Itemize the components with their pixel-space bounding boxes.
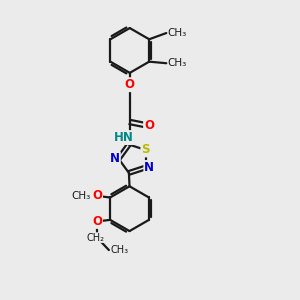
Text: CH₂: CH₂ <box>86 232 104 243</box>
Text: N: N <box>144 161 154 174</box>
Text: CH₃: CH₃ <box>71 191 90 201</box>
Text: O: O <box>125 78 135 91</box>
Text: CH₃: CH₃ <box>168 28 187 38</box>
Text: S: S <box>141 143 150 156</box>
Text: O: O <box>92 189 102 203</box>
Text: O: O <box>144 118 154 132</box>
Text: CH₃: CH₃ <box>168 58 187 68</box>
Text: HN: HN <box>114 131 134 144</box>
Text: N: N <box>110 152 120 165</box>
Text: CH₃: CH₃ <box>110 245 129 255</box>
Text: O: O <box>92 215 102 228</box>
